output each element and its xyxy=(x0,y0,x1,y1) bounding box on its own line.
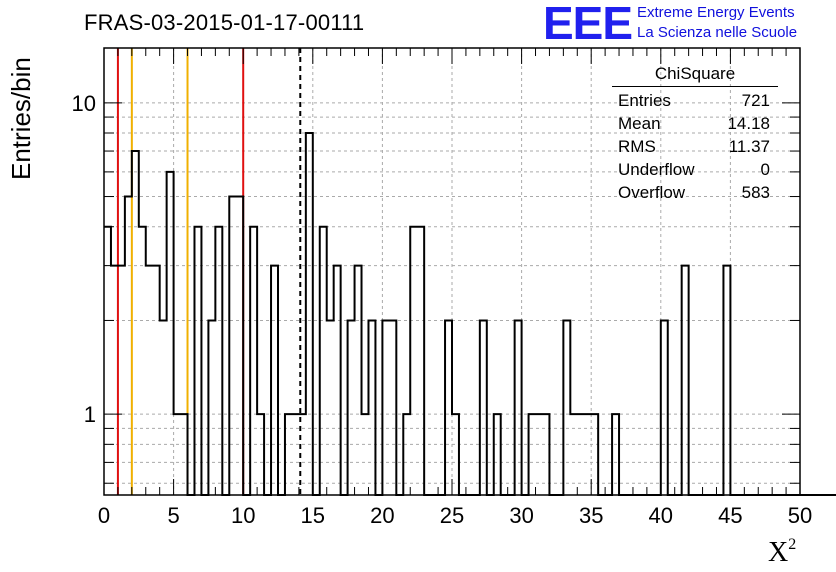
stats-row: Overflow 583 xyxy=(612,181,778,204)
x-tick-label: 50 xyxy=(788,503,812,528)
y-tick-label: 1 xyxy=(84,402,96,427)
stats-label: Mean xyxy=(618,114,661,133)
stats-row: Entries 721 xyxy=(612,89,778,112)
stats-value: 11.37 xyxy=(728,137,770,156)
brand-line-2: La Scienza nelle Scuole xyxy=(637,24,798,41)
eee-logo: EEE xyxy=(543,0,633,49)
stats-value: 583 xyxy=(741,183,770,202)
stats-label: Overflow xyxy=(618,183,686,202)
stats-box: ChiSquare Entries 721 Mean 14.18 RMS 11.… xyxy=(612,64,778,204)
stats-title: ChiSquare xyxy=(612,64,778,87)
stats-label: RMS xyxy=(618,137,656,156)
x-tick-label: 30 xyxy=(509,503,533,528)
x-tick-label: 20 xyxy=(370,503,394,528)
x-tick-label: 5 xyxy=(167,503,179,528)
x-tick-label: 15 xyxy=(301,503,325,528)
brand-line-1: Extreme Energy Events xyxy=(637,4,795,21)
stats-value: 14.18 xyxy=(727,114,770,133)
chart-title: FRAS-03-2015-01-17-00111 xyxy=(84,10,365,35)
x-tick-label: 0 xyxy=(98,503,110,528)
stats-value: 721 xyxy=(741,91,770,110)
y-axis-label: Entries/bin xyxy=(6,57,36,180)
axes xyxy=(103,47,801,496)
stats-value: 0 xyxy=(760,160,770,179)
stats-row: RMS 11.37 xyxy=(612,135,778,158)
x-tick-label: 35 xyxy=(579,503,603,528)
stats-label: Underflow xyxy=(618,160,695,179)
tick-labels: 0 5 10 15 20 25 30 35 40 45 50 1 10 xyxy=(72,91,813,528)
x-axis-label: X2 xyxy=(768,536,797,568)
x-tick-label: 45 xyxy=(718,503,742,528)
x-tick-label: 10 xyxy=(231,503,255,528)
stats-row: Underflow 0 xyxy=(612,158,778,181)
stats-row: Mean 14.18 xyxy=(612,112,778,135)
stats-label: Entries xyxy=(618,91,671,110)
x-tick-label: 25 xyxy=(440,503,464,528)
x-tick-label: 40 xyxy=(649,503,673,528)
y-tick-label: 10 xyxy=(72,91,96,116)
